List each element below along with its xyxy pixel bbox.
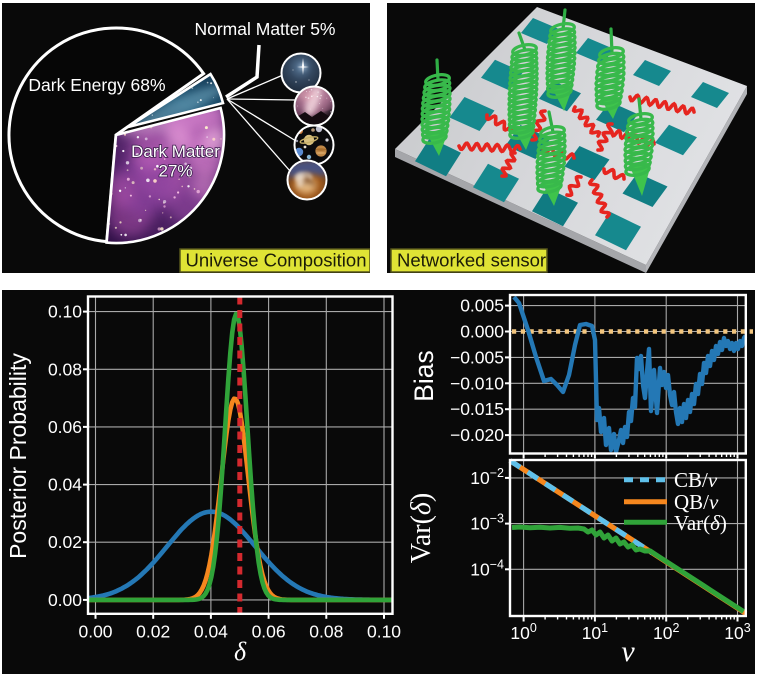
svg-text:0.000: 0.000 xyxy=(460,322,504,342)
svg-text:10−2: 10−2 xyxy=(470,466,504,488)
svg-text:0.005: 0.005 xyxy=(460,296,504,316)
svg-text:Networked sensor: Networked sensor xyxy=(397,250,546,271)
svg-text:CB/ν: CB/ν xyxy=(674,468,718,492)
svg-text:Posterior Probability: Posterior Probability xyxy=(5,353,31,559)
svg-text:QB/ν: QB/ν xyxy=(674,490,719,514)
svg-text:0.08: 0.08 xyxy=(48,359,82,379)
svg-text:−0.020: −0.020 xyxy=(450,425,504,445)
svg-text:0.10: 0.10 xyxy=(48,302,82,322)
svg-text:102: 102 xyxy=(653,621,679,643)
svg-text:Var(δ): Var(δ) xyxy=(674,511,727,535)
svg-text:101: 101 xyxy=(582,621,608,643)
svg-text:−0.005: −0.005 xyxy=(450,347,504,367)
svg-text:10−4: 10−4 xyxy=(470,557,504,579)
svg-text:0.04: 0.04 xyxy=(48,475,82,495)
svg-text:0.08: 0.08 xyxy=(309,622,343,642)
svg-text:0.00: 0.00 xyxy=(48,590,82,610)
svg-text:10−3: 10−3 xyxy=(470,512,504,534)
svg-text:−0.010: −0.010 xyxy=(450,373,504,393)
svg-text:Dark Energy 68%: Dark Energy 68% xyxy=(28,75,165,95)
svg-text:0.10: 0.10 xyxy=(367,622,401,642)
svg-text:ν: ν xyxy=(621,635,635,668)
svg-text:0.02: 0.02 xyxy=(136,622,170,642)
svg-text:0.02: 0.02 xyxy=(48,532,82,552)
svg-text:103: 103 xyxy=(724,621,750,643)
svg-text:0.00: 0.00 xyxy=(78,622,112,642)
svg-text:0.06: 0.06 xyxy=(252,622,286,642)
svg-text:0.04: 0.04 xyxy=(194,622,228,642)
svg-text:Dark Matter: Dark Matter xyxy=(131,142,220,161)
svg-text:−0.015: −0.015 xyxy=(450,399,504,419)
svg-text:Bias: Bias xyxy=(409,350,439,402)
svg-text:δ: δ xyxy=(234,637,247,666)
svg-text:27%: 27% xyxy=(158,162,192,181)
svg-text:100: 100 xyxy=(510,621,536,643)
svg-text:Universe Composition: Universe Composition xyxy=(186,250,367,271)
svg-text:Var(δ): Var(δ) xyxy=(406,493,437,564)
svg-text:0.06: 0.06 xyxy=(48,417,82,437)
svg-text:Normal Matter 5%: Normal Matter 5% xyxy=(194,19,335,39)
